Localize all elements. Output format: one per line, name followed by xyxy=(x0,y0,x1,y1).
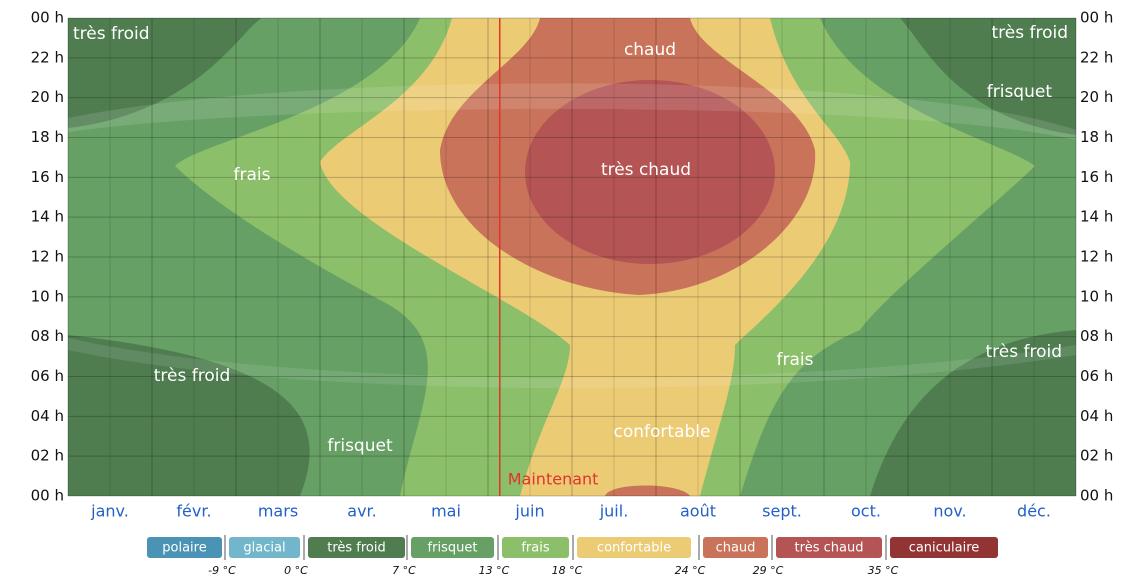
y-tick-label: 02 h xyxy=(31,447,64,465)
y-tick-label: 18 h xyxy=(31,128,64,146)
legend-label: très froid xyxy=(327,541,386,556)
legend-label: caniculaire xyxy=(909,541,980,556)
y-tick-label: 14 h xyxy=(31,208,64,226)
legend-swatch xyxy=(890,537,998,558)
threshold-label: 7 °C xyxy=(392,564,416,577)
legend-swatch xyxy=(703,537,768,558)
x-tick-label: avr. xyxy=(347,502,376,521)
haze xyxy=(68,338,1076,389)
x-tick-label: déc. xyxy=(1017,502,1051,521)
y2-tick-label: 20 h xyxy=(1080,88,1113,106)
y2-tick-label: 12 h xyxy=(1080,248,1113,266)
x-tick-label: juin xyxy=(514,502,544,521)
threshold-label: 29 °C xyxy=(753,564,784,577)
y-tick-label: 22 h xyxy=(31,48,64,66)
threshold-label: -9 °C xyxy=(208,564,236,577)
y2-tick-label: 14 h xyxy=(1080,208,1113,226)
band-region xyxy=(605,485,690,496)
x-tick-label: janv. xyxy=(90,502,129,521)
band-label: frais xyxy=(234,165,271,185)
band-label: confortable xyxy=(614,422,711,442)
x-tick-label: mai xyxy=(431,502,461,521)
threshold-label: 18 °C xyxy=(552,564,583,577)
y-tick-label: 10 h xyxy=(31,287,64,305)
band-label: chaud xyxy=(624,40,676,60)
now-label: Maintenant xyxy=(508,470,599,489)
contour-area xyxy=(67,17,1077,497)
y2-tick-label: 18 h xyxy=(1080,128,1113,146)
legend-label: frais xyxy=(521,541,549,556)
y2-tick-label: 06 h xyxy=(1080,367,1113,385)
y-tick-label: 06 h xyxy=(31,367,64,385)
y-tick-label: 16 h xyxy=(31,168,64,186)
legend-label: confortable xyxy=(597,541,671,556)
band-label: très froid xyxy=(73,24,150,44)
x-tick-label: août xyxy=(680,502,716,521)
x-tick-label: juil. xyxy=(599,502,629,521)
legend-swatch xyxy=(308,537,405,558)
y2-tick-label: 04 h xyxy=(1080,407,1113,425)
legend-swatch xyxy=(147,537,222,558)
legend-swatch xyxy=(411,537,494,558)
legend-label: très chaud xyxy=(795,541,864,556)
band-label: frisquet xyxy=(327,436,393,456)
y-tick-label: 12 h xyxy=(31,248,64,266)
y-tick-label: 04 h xyxy=(31,407,64,425)
y-tick-label: 08 h xyxy=(31,327,64,345)
y2-tick-label: 08 h xyxy=(1080,327,1113,345)
band-label: frais xyxy=(777,350,814,370)
threshold-label: 13 °C xyxy=(479,564,510,577)
legend-swatch xyxy=(502,537,569,558)
x-tick-label: sept. xyxy=(762,502,802,521)
y2-tick-label: 02 h xyxy=(1080,447,1113,465)
legend-swatch xyxy=(776,537,882,558)
threshold-label: 35 °C xyxy=(868,564,899,577)
y2-tick-label: 00 h xyxy=(1080,487,1113,505)
threshold-label: 24 °C xyxy=(675,564,706,577)
y2-tick-label: 16 h xyxy=(1080,168,1113,186)
y-tick-label: 00 h xyxy=(31,487,64,505)
band-label: très froid xyxy=(985,342,1062,362)
x-tick-label: févr. xyxy=(176,502,211,521)
band-label: très chaud xyxy=(601,160,691,180)
x-tick-label: oct. xyxy=(851,502,881,521)
band-region xyxy=(525,80,775,264)
y2-tick-label: 00 h xyxy=(1080,9,1113,27)
legend-label: polaire xyxy=(162,541,206,556)
legend-label: glacial xyxy=(243,541,285,556)
legend-swatch xyxy=(577,537,691,558)
legend-swatch xyxy=(229,537,300,558)
legend-label: frisquet xyxy=(428,541,478,556)
x-tick-label: nov. xyxy=(933,502,966,521)
band-label: très froid xyxy=(991,23,1068,43)
y2-tick-label: 22 h xyxy=(1080,48,1113,66)
y2-tick-label: 10 h xyxy=(1080,287,1113,305)
threshold-label: 0 °C xyxy=(284,564,308,577)
band-label: frisquet xyxy=(987,82,1053,102)
legend-label: chaud xyxy=(716,541,756,556)
haze xyxy=(68,83,1076,140)
x-tick-label: mars xyxy=(258,502,298,521)
y-tick-label: 20 h xyxy=(31,88,64,106)
y-tick-label: 00 h xyxy=(31,9,64,27)
band-label: très froid xyxy=(154,366,231,386)
